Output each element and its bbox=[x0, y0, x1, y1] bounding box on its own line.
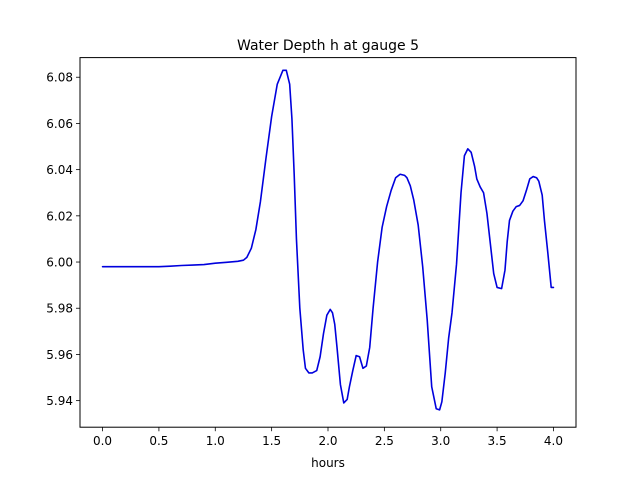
y-tick-label: 5.98 bbox=[46, 302, 73, 316]
x-tick-label: 2.5 bbox=[375, 434, 394, 448]
x-tick-label: 0.5 bbox=[149, 434, 168, 448]
y-tick-label: 6.06 bbox=[46, 117, 73, 131]
y-tick-label: 6.02 bbox=[46, 209, 73, 223]
y-tick-label: 5.96 bbox=[46, 348, 73, 362]
x-tick-label: 1.5 bbox=[262, 434, 281, 448]
x-tick-label: 3.0 bbox=[431, 434, 450, 448]
x-tick-label: 1.0 bbox=[206, 434, 225, 448]
x-tick-label: 3.5 bbox=[488, 434, 507, 448]
chart-title: Water Depth h at gauge 5 bbox=[237, 38, 419, 54]
axis-ticks: 0.0 0.5 1.0 1.5 2.0 2.5 3.0 3.5 4.0 5.94 5.96 5.98 6… bbox=[46, 71, 563, 448]
x-tick-label: 0.0 bbox=[93, 434, 112, 448]
x-tick-label: 4.0 bbox=[544, 434, 563, 448]
y-tick-label: 6.00 bbox=[46, 256, 73, 270]
series-line bbox=[101, 69, 555, 411]
x-axis-label: hours bbox=[311, 456, 345, 470]
plot-area-frame bbox=[79, 57, 577, 428]
y-tick-label: 6.04 bbox=[46, 163, 73, 177]
x-tick-label: 2.0 bbox=[318, 434, 337, 448]
y-tick-label: 5.94 bbox=[46, 394, 73, 408]
y-tick-label: 6.08 bbox=[46, 71, 73, 85]
